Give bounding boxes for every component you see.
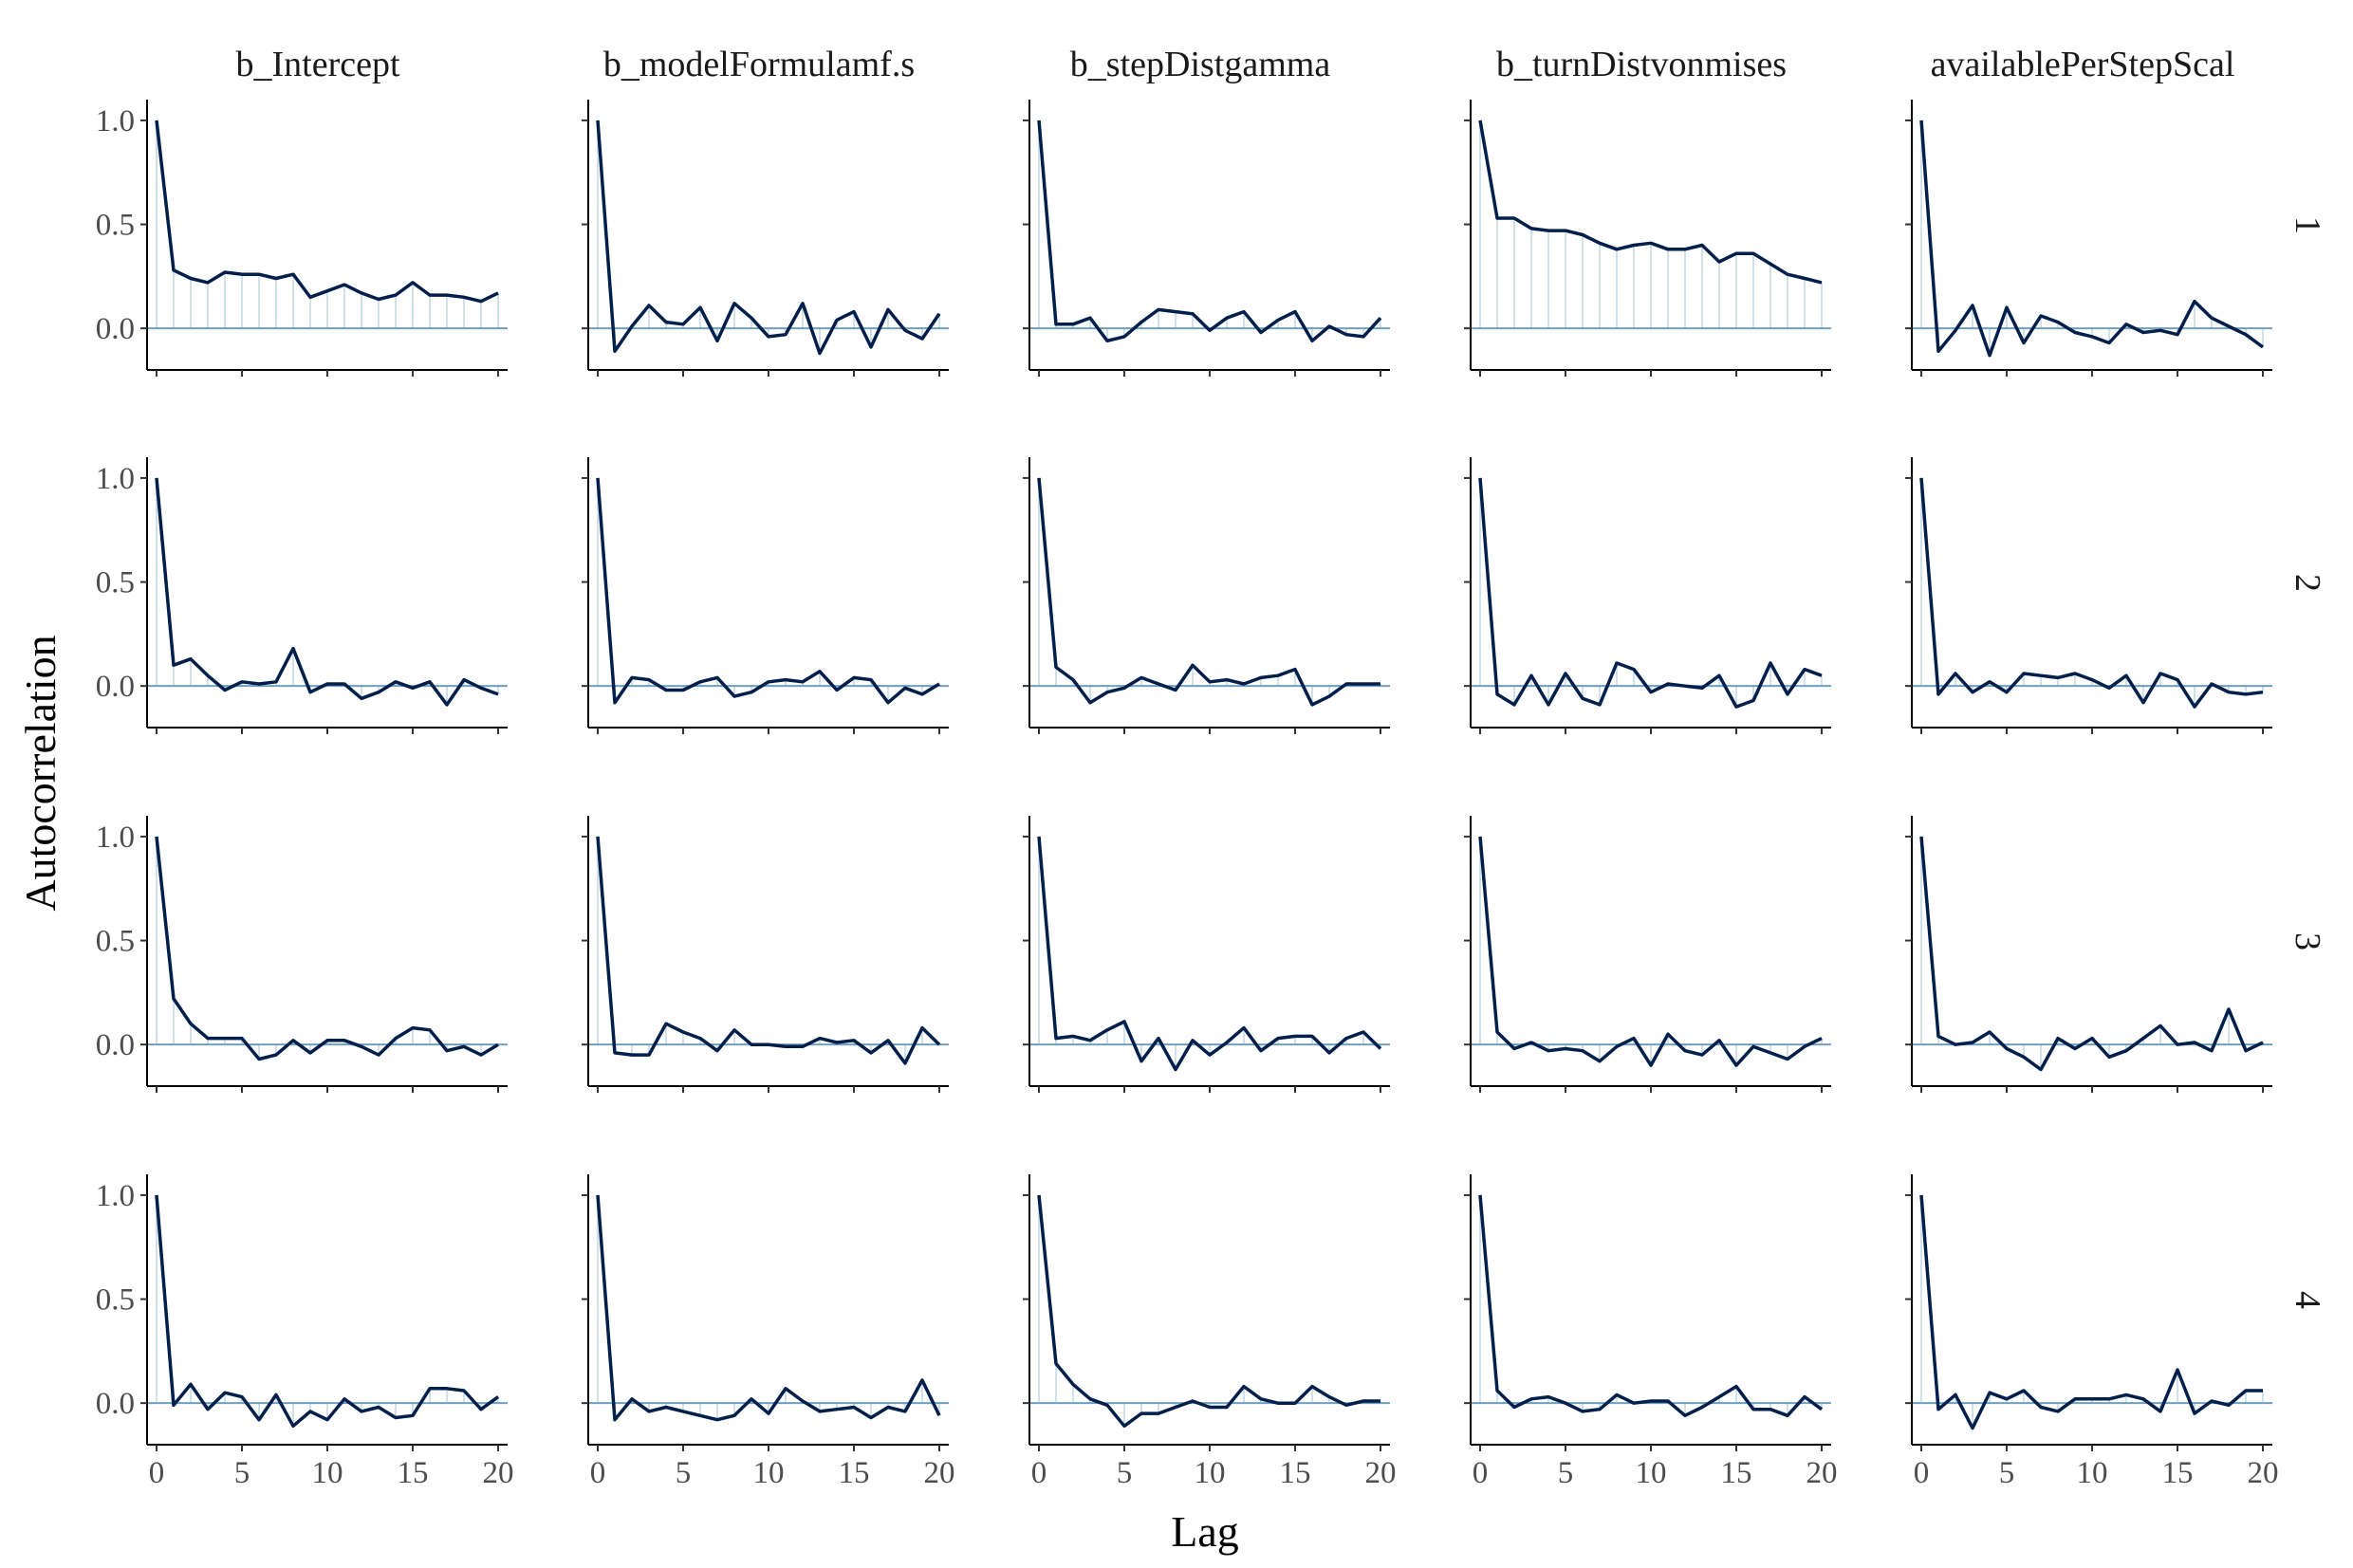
x-tick-label: 5	[234, 1456, 250, 1490]
x-tick-label: 10	[2077, 1456, 2108, 1490]
y-tick-label: 0.0	[96, 312, 135, 346]
acf-series-line	[155, 477, 499, 707]
acf-series-line	[1919, 477, 2264, 709]
x-tick-label: 5	[676, 1456, 692, 1490]
acf-series-line	[155, 1194, 500, 1429]
acf-series-line	[1919, 120, 2265, 358]
y-tick-label: 0.0	[96, 670, 135, 704]
panel-chain-1-b-modelformulamf-ss	[582, 100, 949, 377]
column-strip-b-stepdistgamma: b_stepDistgamma	[1070, 45, 1331, 84]
x-tick-label: 5	[1117, 1456, 1133, 1490]
y-tick-label: 1.0	[96, 462, 135, 496]
x-tick-label: 5	[1558, 1456, 1574, 1490]
x-tick-label: 5	[1999, 1456, 2015, 1490]
x-tick-label: 10	[1195, 1456, 1226, 1490]
acf-series-line	[1037, 1194, 1380, 1429]
y-tick-label: 0.0	[96, 1387, 135, 1421]
x-axis-title: Lag	[1171, 1507, 1239, 1556]
x-tick-label: 20	[1365, 1456, 1397, 1490]
y-tick-label: 0.5	[96, 566, 135, 600]
x-tick-label: 15	[839, 1456, 870, 1490]
acf-series-line	[1037, 477, 1380, 707]
panel-chain-1-b-stepdistgamma	[1023, 100, 1390, 377]
row-strip-4: 4	[2288, 1291, 2327, 1309]
column-strip-b-intercept: b_Intercept	[235, 45, 399, 84]
column-strips: b_Intercept b_modelFormulamf.s b_stepDistg…	[235, 45, 2234, 84]
panel-chain-2-b-modelformulamf-ss	[582, 457, 949, 734]
x-tick-label: 15	[398, 1456, 429, 1490]
panel-chain-2-b-turndistvonmises	[1464, 457, 1831, 734]
panel-chain-4-b-modelformulamf-ss: 0 5 10 15 20	[582, 1174, 955, 1490]
acf-series-line	[1478, 836, 1823, 1067]
x-tick-label: 15	[1721, 1456, 1752, 1490]
acf-series-line	[1037, 120, 1382, 343]
x-tick-label: 10	[312, 1456, 343, 1490]
panel-chain-3-b-stepdistgamma	[1023, 816, 1390, 1093]
panel-chain-2-b-stepdistgamma	[1023, 457, 1390, 734]
panel-chain-1-b-turndistvonmises	[1464, 100, 1831, 377]
row-strips: 1 2 3 4	[2288, 216, 2327, 1309]
x-tick-label: 15	[1280, 1456, 1311, 1490]
x-tick-label: 10	[753, 1456, 785, 1490]
acf-series-line	[1037, 836, 1382, 1072]
y-tick-label: 1.0	[96, 104, 135, 138]
acf-series-line	[1919, 836, 2264, 1072]
panels-layer: 0.0 0.5 1.0 0.0 0.5 1.0 0.0 0.5 1.0 0.0 0.5 1.0 0 5 10…	[96, 100, 2279, 1490]
acf-series-line	[1919, 1194, 2263, 1430]
column-strip-availableperstepscale: availablePerStepScal	[1931, 45, 2235, 84]
panel-chain-3-b-intercept: 0.0 0.5 1.0	[96, 816, 508, 1093]
acf-series-line	[596, 836, 941, 1065]
acf-series-line	[155, 836, 499, 1061]
x-tick-label: 0	[1473, 1456, 1489, 1490]
acf-series-line	[1478, 120, 1823, 285]
y-tick-label: 0.5	[96, 209, 135, 243]
acf-series-line	[1478, 1194, 1824, 1418]
x-tick-label: 10	[1636, 1456, 1667, 1490]
y-tick-label: 1.0	[96, 821, 135, 855]
y-tick-label: 0.0	[96, 1028, 135, 1062]
panel-chain-4-availableperstepscale: 0 5 10 15 20	[1905, 1174, 2279, 1490]
panel-chain-3-b-modelformulamf-ss	[582, 816, 949, 1093]
row-strip-3: 3	[2288, 932, 2327, 950]
x-tick-label: 0	[1914, 1456, 1930, 1490]
column-strip-b-turndistvonmises: b_turnDistvonmises	[1496, 45, 1787, 84]
panel-chain-4-b-stepdistgamma: 0 5 10 15 20	[1023, 1174, 1397, 1490]
x-tick-label: 0	[149, 1456, 165, 1490]
row-strip-2: 2	[2288, 574, 2327, 592]
panel-chain-2-availableperstepscale	[1905, 457, 2272, 734]
x-tick-label: 20	[1806, 1456, 1838, 1490]
row-strip-1: 1	[2288, 216, 2327, 234]
acf-series-line	[596, 120, 941, 356]
panel-chain-4-b-turndistvonmises: 0 5 10 15 20	[1464, 1174, 1838, 1490]
panel-chain-4-b-intercept: 0.0 0.5 1.0 0 5 10 15 20	[96, 1174, 514, 1490]
y-tick-label: 1.0	[96, 1179, 135, 1213]
acf-series-line	[596, 1194, 941, 1422]
panel-chain-3-b-turndistvonmises	[1464, 816, 1831, 1093]
column-strip-b-modelformulamf-ss: b_modelFormulamf.s	[603, 45, 915, 84]
panel-chain-1-availableperstepscale	[1905, 100, 2272, 377]
x-tick-label: 20	[924, 1456, 955, 1490]
x-tick-label: 15	[2162, 1456, 2194, 1490]
x-tick-label: 0	[590, 1456, 606, 1490]
panel-chain-3-availableperstepscale	[1905, 816, 2272, 1093]
acf-series-line	[155, 120, 499, 304]
y-axis-title: Autocorrelation	[16, 635, 65, 911]
acf-series-line	[1478, 477, 1823, 709]
panel-chain-2-b-intercept: 0.0 0.5 1.0	[96, 457, 508, 734]
panel-chain-1-b-intercept: 0.0 0.5 1.0	[96, 100, 508, 377]
y-tick-label: 0.5	[96, 1283, 135, 1318]
x-tick-label: 0	[1031, 1456, 1047, 1490]
x-tick-label: 20	[2248, 1456, 2279, 1490]
y-tick-label: 0.5	[96, 925, 135, 959]
acf-series-line	[596, 477, 940, 705]
x-tick-label: 20	[483, 1456, 514, 1490]
